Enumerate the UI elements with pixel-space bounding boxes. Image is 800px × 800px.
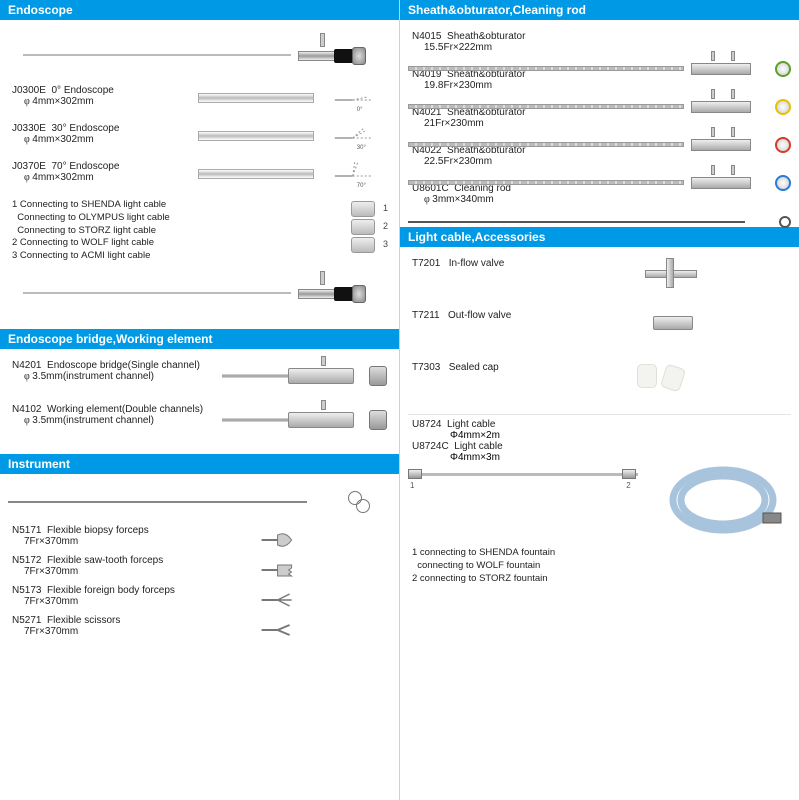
item-spec: 7Fr×370mm bbox=[12, 626, 192, 637]
bridge-item: N4102 Working element(Double channels) 3… bbox=[8, 404, 391, 434]
cable-note-line: connecting to WOLF fountain bbox=[412, 560, 791, 573]
accessory-item: T7303 Sealed cap bbox=[408, 362, 791, 392]
item-code: T7211 bbox=[412, 310, 440, 321]
item-name: Endoscope bridge(Single channel) bbox=[47, 360, 200, 371]
item-name: Light cable bbox=[447, 419, 495, 430]
section-accessories: T7201 In-flow valve T7211 Out-flow valve… bbox=[400, 248, 799, 591]
cable-item: U8724C Light cable Φ4mm×3m bbox=[408, 441, 791, 463]
header-endoscope: Endoscope bbox=[0, 0, 399, 21]
item-code: T7201 bbox=[412, 258, 440, 269]
endoscope-item: J0300E 0° Endoscope 4mm×302mm 0° bbox=[8, 85, 391, 115]
svg-text:0°: 0° bbox=[356, 107, 362, 113]
item-code: N4201 bbox=[12, 360, 41, 371]
adapter-line: Connecting to OLYMPUS light cable bbox=[12, 212, 327, 225]
accessory-item: T7201 In-flow valve bbox=[408, 258, 791, 288]
item-spec: 7Fr×370mm bbox=[12, 536, 192, 547]
item-spec: 4mm×302mm bbox=[12, 134, 192, 145]
header-accessories: Light cable,Accessories bbox=[400, 227, 799, 248]
section-instrument: N5171 Flexible biopsy forceps 7Fr×370mm … bbox=[0, 475, 399, 651]
item-code: U8724C bbox=[412, 441, 449, 452]
cable-item: U8724 Light cable Φ4mm×2m bbox=[408, 419, 791, 441]
header-bridge: Endoscope bridge,Working element bbox=[0, 329, 399, 350]
accessory-illustration bbox=[583, 310, 791, 340]
instrument-item: N5172 Flexible saw-tooth forceps 7Fr×370… bbox=[8, 555, 391, 577]
bridge-illustration bbox=[213, 360, 391, 390]
item-spec: 4mm×302mm bbox=[12, 172, 192, 183]
item-code: J0330E bbox=[12, 123, 46, 134]
endoscope-hero-illustration-2 bbox=[8, 269, 391, 317]
item-code: J0370E bbox=[12, 161, 46, 172]
item-code: T7303 bbox=[412, 362, 440, 373]
right-column: Sheath&obturator,Cleaning rod N4015 Shea… bbox=[400, 0, 800, 800]
item-code: N5173 bbox=[12, 585, 41, 596]
item-spec: 3mm×340mm bbox=[412, 194, 791, 205]
adapter-notes: 1 Connecting to SHENDA light cable Conne… bbox=[12, 199, 391, 263]
endoscope-item: J0370E 70° Endoscope 4mm×302mm 70° bbox=[8, 161, 391, 191]
sheath-item: N4015 Sheath&obturator 15.5Fr×222mm bbox=[408, 31, 791, 55]
accessory-illustration bbox=[583, 258, 791, 288]
adapter-line: 1 Connecting to SHENDA light cable bbox=[12, 199, 327, 212]
adapter-line: Connecting to STORZ light cable bbox=[12, 225, 327, 238]
item-name: 30° Endoscope bbox=[51, 123, 119, 134]
item-name: Working element(Double channels) bbox=[47, 404, 203, 415]
item-name: Out-flow valve bbox=[448, 310, 511, 321]
light-cable-illustration: 1 2 bbox=[408, 467, 791, 547]
item-name: 0° Endoscope bbox=[51, 85, 113, 96]
item-name: Flexible saw-tooth forceps bbox=[47, 555, 163, 566]
item-spec: Φ4mm×2m bbox=[412, 430, 791, 441]
item-code: N5271 bbox=[12, 615, 41, 626]
bridge-item: N4201 Endoscope bridge(Single channel) 3… bbox=[8, 360, 391, 390]
item-name: Flexible foreign body forceps bbox=[47, 585, 175, 596]
item-code: N5172 bbox=[12, 555, 41, 566]
forceps-tip-icon bbox=[183, 619, 376, 641]
item-code: N4102 bbox=[12, 404, 41, 415]
item-name: Light cable bbox=[454, 441, 502, 452]
item-name: Flexible biopsy forceps bbox=[47, 525, 149, 536]
cable-note-line: 2 connecting to STORZ fountain bbox=[412, 573, 791, 586]
cable-note-line: 1 connecting to SHENDA fountain bbox=[412, 547, 791, 560]
item-spec: 7Fr×370mm bbox=[12, 566, 192, 577]
item-spec: 7Fr×370mm bbox=[12, 596, 192, 607]
accessory-item: T7211 Out-flow valve bbox=[408, 310, 791, 340]
item-spec: 3.5mm(instrument channel) bbox=[12, 415, 207, 426]
item-spec: 3.5mm(instrument channel) bbox=[12, 371, 207, 382]
adapter-line: 3 Connecting to ACMI light cable bbox=[12, 250, 327, 263]
header-instrument: Instrument bbox=[0, 454, 399, 475]
endoscope-item: J0330E 30° Endoscope 4mm×302mm 30° bbox=[8, 123, 391, 153]
adapter-line: 2 Connecting to WOLF light cable bbox=[12, 237, 327, 250]
item-code: N4015 bbox=[412, 31, 441, 42]
instrument-item: N5173 Flexible foreign body forceps 7Fr×… bbox=[8, 585, 391, 607]
item-code: U8724 bbox=[412, 419, 441, 430]
forceps-tip-icon bbox=[183, 589, 376, 611]
bridge-illustration bbox=[213, 404, 391, 434]
endoscope-tip-diagram: 30° bbox=[198, 123, 391, 153]
item-name: Sealed cap bbox=[449, 362, 499, 373]
item-code: J0300E bbox=[12, 85, 46, 96]
endoscope-tip-diagram: 0° bbox=[198, 85, 391, 115]
forceps-tip-icon bbox=[183, 559, 376, 581]
section-endoscope: J0300E 0° Endoscope 4mm×302mm 0° J0330E … bbox=[0, 21, 399, 329]
cable-notes: 1 connecting to SHENDA fountain connecti… bbox=[408, 547, 791, 585]
endoscope-hero-illustration bbox=[8, 31, 391, 79]
endoscope-tip-diagram: 70° bbox=[198, 161, 391, 191]
svg-text:70°: 70° bbox=[356, 183, 366, 189]
left-column: Endoscope J0300E 0° Endoscope 4mm×302mm … bbox=[0, 0, 400, 800]
forceps-tip-icon bbox=[183, 529, 376, 551]
item-name: 70° Endoscope bbox=[51, 161, 119, 172]
item-code: N5171 bbox=[12, 525, 41, 536]
instrument-item: N5271 Flexible scissors 7Fr×370mm bbox=[8, 615, 391, 637]
section-sheath: N4015 Sheath&obturator 15.5Fr×222mm N401… bbox=[400, 21, 799, 227]
item-spec: 4mm×302mm bbox=[12, 96, 192, 107]
item-spec: Φ4mm×3m bbox=[412, 452, 791, 463]
accessory-illustration bbox=[583, 362, 791, 392]
header-sheath: Sheath&obturator,Cleaning rod bbox=[400, 0, 799, 21]
item-name: Flexible scissors bbox=[47, 615, 120, 626]
adapter-icons bbox=[335, 199, 391, 263]
forceps-hero-illustration bbox=[8, 485, 391, 519]
item-name: In-flow valve bbox=[449, 258, 505, 269]
item-name: Sheath&obturator bbox=[447, 31, 525, 42]
instrument-item: N5171 Flexible biopsy forceps 7Fr×370mm bbox=[8, 525, 391, 547]
section-bridge: N4201 Endoscope bridge(Single channel) 3… bbox=[0, 350, 399, 454]
svg-text:30°: 30° bbox=[356, 145, 366, 151]
